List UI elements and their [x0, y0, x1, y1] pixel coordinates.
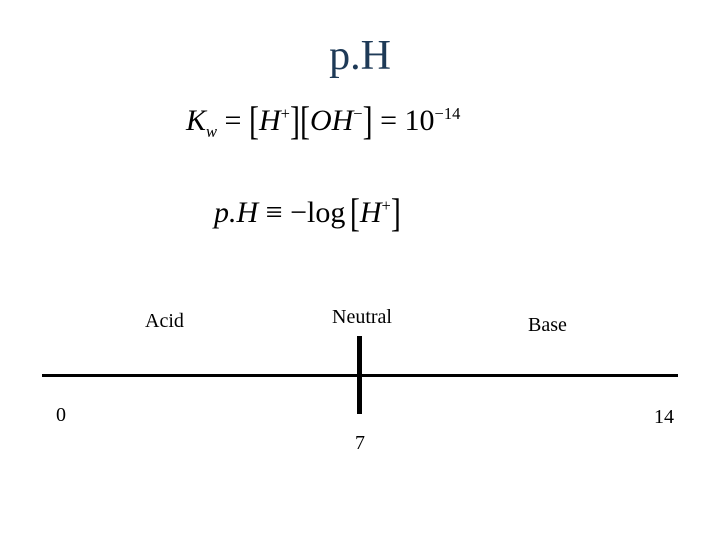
label-base: Base [528, 314, 567, 337]
ph-center-tick [357, 336, 362, 414]
ph-lbracket: [ [350, 191, 360, 237]
page-title: p.H [0, 32, 720, 80]
kw-lbracket-2: [ [300, 99, 310, 145]
label-acid: Acid [145, 310, 184, 333]
kw-ten: 10 [405, 104, 435, 137]
tick-label-0: 0 [56, 404, 66, 427]
ph-rbracket: ] [391, 191, 401, 237]
kw-rbracket-2: ] [363, 99, 373, 145]
kw-sup-minus: − [353, 104, 362, 123]
kw-OH: OH [310, 104, 353, 137]
equation-kw: Kw = [H+][OH−] = 10−14 [186, 104, 460, 142]
ph-minus: − [290, 196, 307, 229]
equation-ph: p.H ≡ −log[H+] [214, 196, 401, 230]
kw-sup-plus: + [281, 104, 290, 123]
kw-eq2: = [373, 104, 405, 137]
slide-root: p.H Kw = [H+][OH−] = 10−14 p.H ≡ −log[H+… [0, 0, 720, 540]
kw-lbracket-1: [ [249, 99, 259, 145]
ph-equiv: ≡ [258, 196, 290, 229]
kw-rbracket-1: ] [290, 99, 300, 145]
kw-K: K [186, 104, 206, 137]
ph-pH: p.H [214, 196, 258, 229]
kw-sub-w: w [206, 122, 217, 141]
tick-label-7: 7 [355, 432, 365, 455]
label-neutral: Neutral [332, 306, 392, 329]
kw-eq1: = [217, 104, 249, 137]
tick-label-14: 14 [654, 406, 674, 429]
ph-log: log [307, 196, 345, 229]
ph-H: H [360, 196, 382, 229]
kw-H1: H [259, 104, 281, 137]
kw-exp: −14 [435, 104, 461, 123]
ph-sup-plus: + [382, 196, 391, 215]
